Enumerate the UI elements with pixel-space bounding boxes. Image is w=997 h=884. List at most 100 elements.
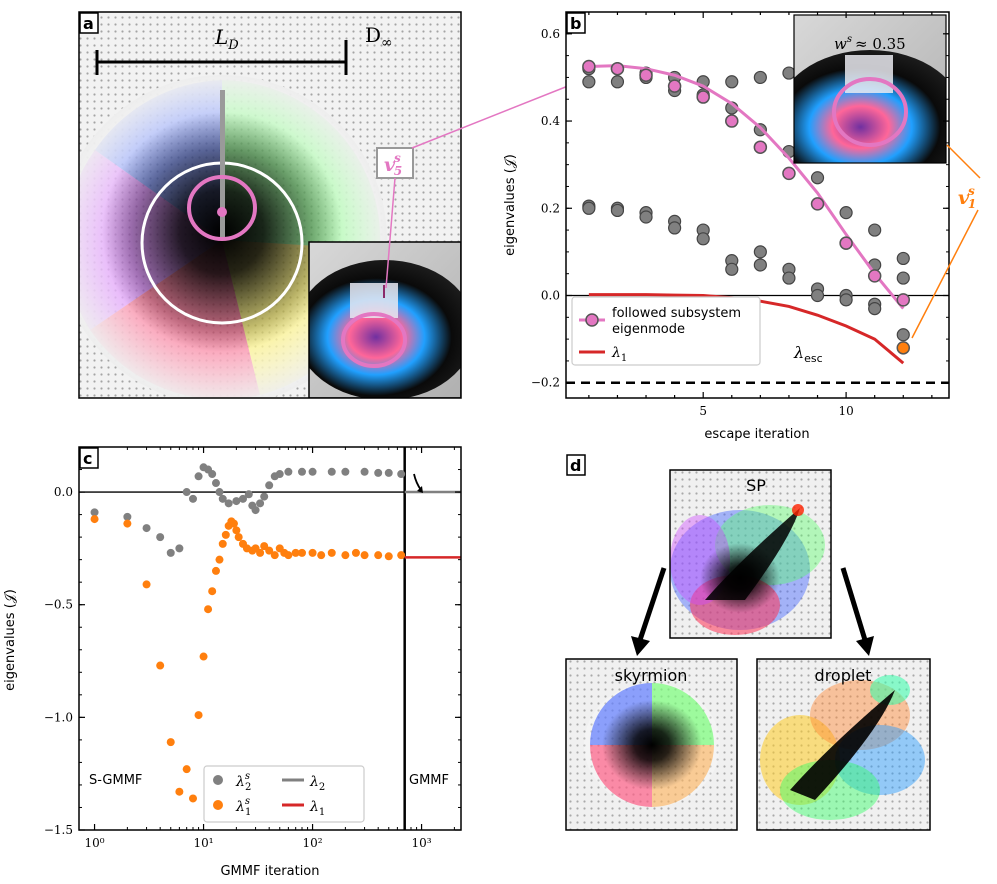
lambda1s-point (234, 533, 243, 542)
gray-point (896, 328, 910, 342)
lambda2s-point (194, 472, 203, 481)
lambda2s-point (238, 494, 247, 503)
sp-image: SP (669, 469, 832, 639)
inset-ws-label: ws ≈ 0.35 (834, 34, 906, 53)
lambda1s-point (166, 738, 175, 747)
ytick-label: 0.2 (541, 201, 560, 215)
xtick-label: 10³ (412, 836, 432, 850)
droplet-image: droplet (756, 658, 931, 831)
followed-point (639, 68, 653, 82)
pink-dot (217, 207, 227, 217)
followed-eigenmode-points (582, 59, 911, 307)
gray-point (896, 251, 910, 266)
arrow-icon (413, 473, 423, 493)
followed-point (667, 79, 682, 93)
lambda2s-point (175, 544, 184, 553)
gray-point (753, 70, 767, 85)
lambda1s-point (360, 551, 369, 560)
legend-l2s: λs 2 (235, 771, 251, 793)
lambda2s-point (218, 494, 227, 503)
gray-point (668, 221, 682, 235)
xtick-label: 10² (303, 836, 323, 850)
lambda2s-point (211, 479, 220, 488)
lambda1s-point (229, 519, 238, 528)
panel-a: LD D∞ vs 5 a (78, 11, 462, 399)
lambda2s-point (275, 470, 284, 479)
lambda1s-point (341, 551, 350, 560)
b-xlabel: escape iteration (704, 427, 809, 442)
legend-l1s: λs 1 (235, 796, 251, 818)
gray-point (610, 75, 625, 89)
gray-point (753, 245, 767, 259)
lambda1s-point (90, 515, 99, 524)
lambda1s-point (384, 552, 393, 561)
panel-label-c: c (83, 449, 92, 468)
panel-c: S-GMMF GMMF λs 2 λs 1 λ2 λ1 −1.5 −1.0 −0.5 0.… (3, 446, 462, 879)
followed-point (696, 90, 710, 104)
ld-scalebar (95, 40, 348, 75)
lambda1s-point (270, 551, 279, 560)
followed-point (610, 61, 625, 76)
lambda1s-point (194, 711, 203, 720)
pink-ring (187, 175, 257, 241)
ytick-label: 0.0 (541, 289, 560, 303)
lambda2s-point (156, 533, 165, 542)
arrow-to-droplet-icon (840, 567, 874, 656)
gray-point (839, 206, 853, 220)
lambda2s-point (374, 468, 383, 477)
vs5-box (376, 147, 414, 179)
lambda2s-point (265, 481, 274, 490)
vs5-label: vs 5 (384, 151, 402, 178)
lambda-esc-label: λesc (793, 343, 823, 365)
lambda2s-point (123, 512, 132, 521)
c-ylabel: eigenvalues (𝒥) (3, 589, 18, 691)
ytick-label: −0.5 (44, 598, 73, 612)
panel-c-legend: λs 2 λs 1 λ2 λ1 (203, 765, 365, 823)
ytick-label: −0.2 (531, 376, 560, 390)
lambda1s-point (327, 548, 336, 557)
panel-d: d SP (565, 454, 931, 831)
droplet-label: droplet (815, 666, 872, 685)
skyrmion-image: skyrmion (565, 658, 738, 831)
lambda2s-point (232, 497, 241, 506)
ytick-label: 0.4 (541, 114, 560, 128)
lambda1s-point (221, 530, 230, 539)
lambda1s-point (297, 548, 306, 557)
panel-label-b: b (570, 14, 581, 33)
gmmf-label: GMMF (409, 773, 449, 788)
lambda1s-point (397, 551, 406, 560)
lambda1s-point (208, 587, 217, 596)
a-b-connector (411, 85, 569, 149)
gray-point (782, 271, 796, 285)
followed-point (753, 140, 768, 154)
panel-b-inset (794, 15, 946, 163)
followed-point (839, 236, 853, 250)
lambda2s-point (327, 467, 336, 476)
c-xlabel: GMMF iteration (220, 864, 319, 879)
legend-l1: λ1 (309, 799, 325, 818)
vs5-connector (385, 177, 396, 289)
lambda2s-point (188, 494, 197, 503)
ytick-label: 0.6 (541, 27, 560, 41)
followed-point (582, 59, 596, 74)
lambda1s-point (199, 652, 208, 661)
gray-point (782, 66, 796, 80)
lambda1s-point (182, 765, 191, 774)
ld-label: LD (214, 25, 239, 53)
arrow-to-skyrmion-icon (631, 567, 667, 656)
lambda1s-point (308, 548, 317, 557)
lambda2s-point (397, 470, 406, 479)
lambda1s-point (317, 551, 326, 560)
lambda2s-point (341, 467, 350, 476)
lambda2s-point (297, 467, 306, 476)
xtick-label: 10¹ (194, 836, 214, 850)
ytick-label: −1.0 (44, 710, 73, 724)
lambda1s-point (188, 794, 197, 803)
panel-label-a: a (83, 14, 94, 33)
v1-point (896, 341, 911, 355)
lambda2s-point (251, 506, 260, 515)
panel-a-inset (309, 242, 461, 398)
gray-rod (220, 90, 225, 240)
lambda1s-point (204, 605, 213, 614)
